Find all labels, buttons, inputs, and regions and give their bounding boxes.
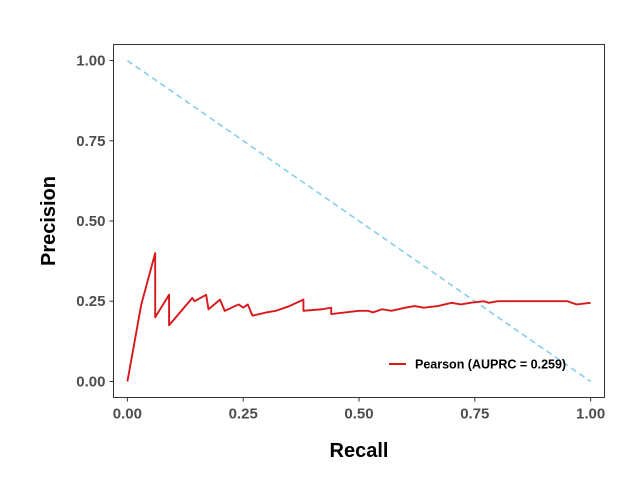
- y-tick-label: 0.00: [76, 373, 105, 390]
- x-axis: 0.00 0.25 0.50 0.75 1.00: [113, 397, 605, 423]
- y-tick-label: 0.25: [76, 293, 105, 310]
- y-tick-label: 0.75: [76, 133, 105, 150]
- y-tick-label: 1.00: [76, 53, 105, 70]
- series-layer: [126, 59, 592, 383]
- x-tick-label: 0.75: [460, 406, 489, 423]
- y-axis-title: Precision: [38, 176, 60, 266]
- y-tick-label: 0.50: [76, 213, 105, 230]
- x-tick-label: 0.00: [113, 406, 142, 423]
- legend: Pearson (AUPRC = 0.259): [389, 358, 566, 372]
- x-tick-label: 0.25: [229, 406, 258, 423]
- y-axis: 0.00 0.25 0.50 0.75 1.00: [76, 53, 114, 390]
- x-tick-label: 0.50: [344, 406, 373, 423]
- series-line-pearson: [126, 252, 591, 382]
- legend-label-pearson: Pearson (AUPRC = 0.259): [415, 358, 566, 372]
- x-tick-label: 1.00: [576, 406, 605, 423]
- x-axis-title: Recall: [330, 440, 389, 462]
- baseline-dashed-line: [126, 59, 592, 383]
